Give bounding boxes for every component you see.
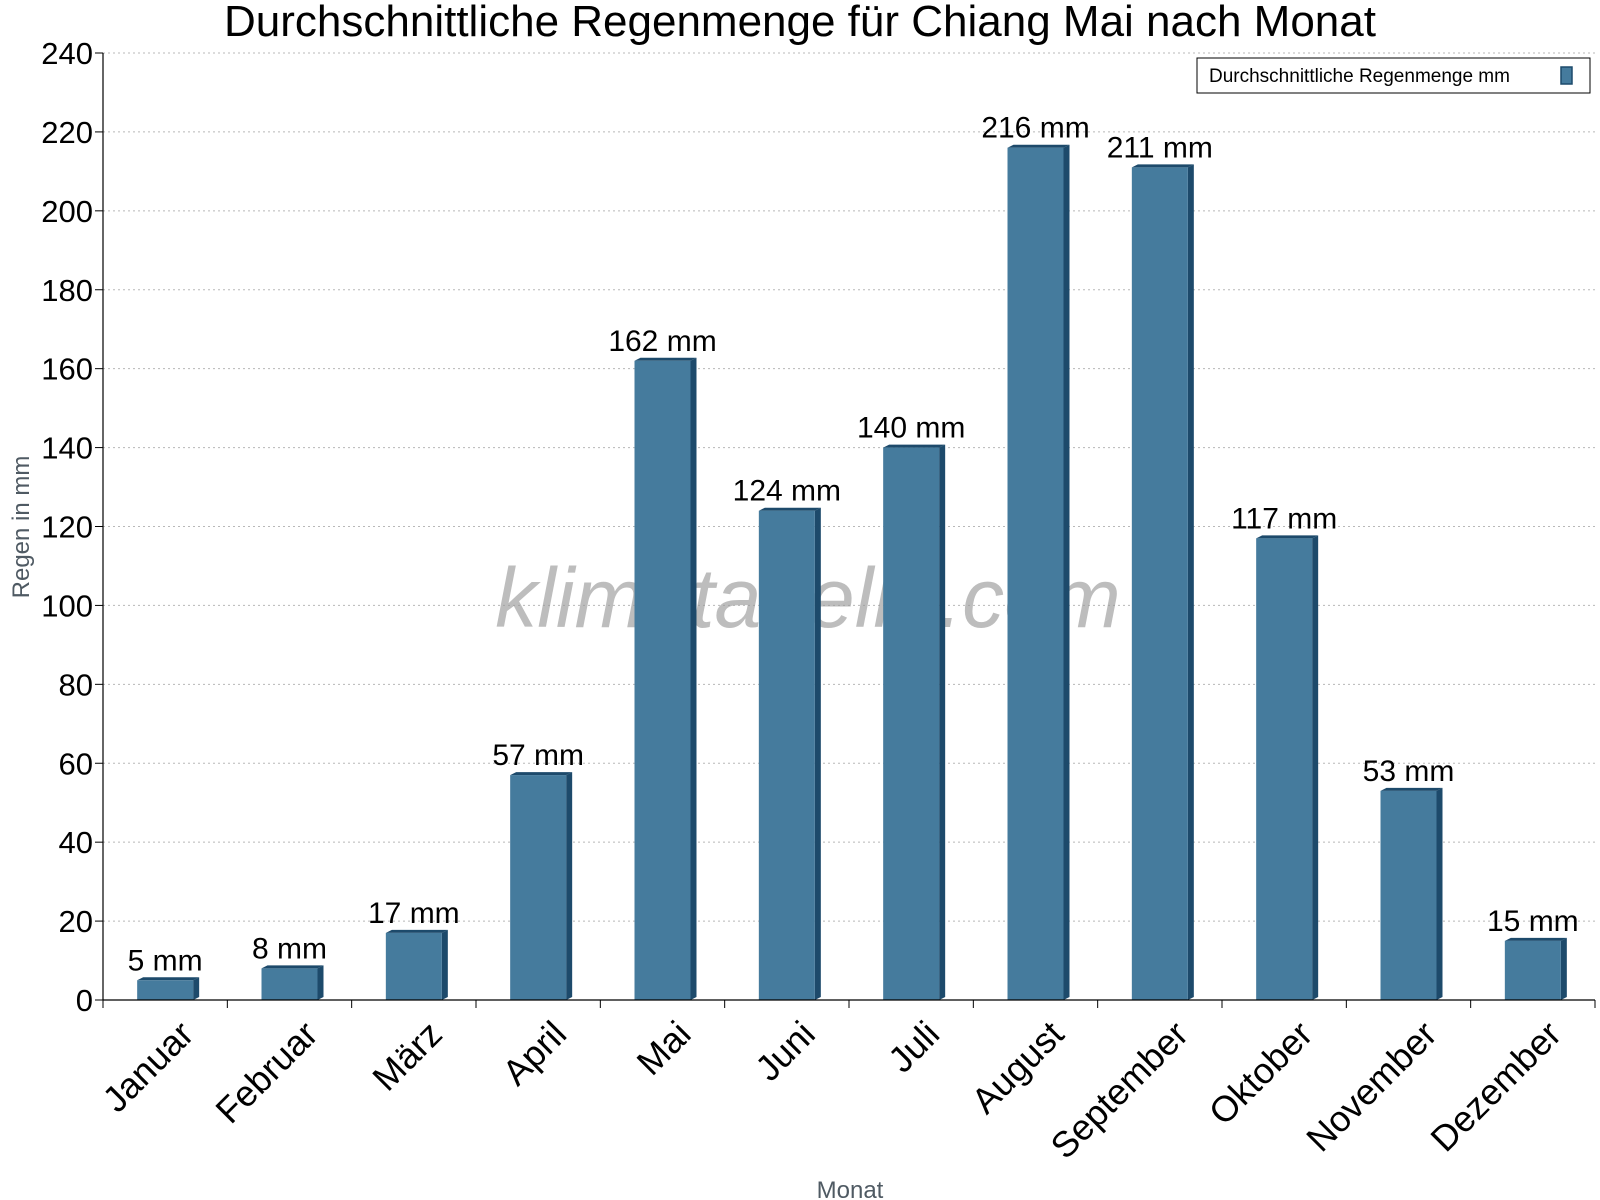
gridlines	[103, 52, 1595, 922]
bar-side	[1063, 144, 1070, 1000]
y-tick-label: 140	[41, 431, 93, 466]
data-label: 8 mm	[252, 932, 327, 965]
x-tick-label: März	[364, 1013, 450, 1099]
chart-title: Durchschnittliche Regenmenge für Chiang …	[224, 0, 1376, 46]
bar	[1256, 535, 1319, 1000]
bar-front	[137, 980, 194, 1000]
y-tick-label: 20	[59, 904, 93, 939]
bar-front	[261, 968, 318, 1000]
data-label: 211 mm	[1107, 131, 1213, 164]
x-tick-label: Mai	[629, 1013, 699, 1083]
bar	[1380, 787, 1443, 1000]
bars	[137, 144, 1567, 1000]
bar-side	[193, 977, 200, 1000]
bar-front	[1131, 167, 1188, 1000]
x-tick-label: Juni	[747, 1013, 823, 1089]
data-label: 162 mm	[608, 325, 716, 358]
y-tick-label: 60	[59, 746, 93, 781]
bar-front	[1007, 147, 1064, 1000]
y-ticks: 0 20 40 60 80 100 120 140 160 180 200 220 240	[41, 36, 103, 1018]
bar	[883, 444, 946, 1000]
bar-front	[758, 510, 815, 1000]
x-tick-label: Oktober	[1201, 1013, 1321, 1133]
legend-label: Durchschnittliche Regenmenge mm	[1209, 66, 1510, 87]
bar-front	[1380, 790, 1437, 1000]
bar-front	[385, 932, 442, 1000]
bar	[758, 507, 821, 1000]
bar-side	[1560, 937, 1567, 1000]
bar	[1131, 164, 1194, 1000]
bar	[1007, 144, 1070, 1000]
x-ticks: Januar Februar März April Mai Juni Juli AugustS…	[94, 1000, 1596, 1167]
y-tick-label: 120	[41, 510, 93, 545]
data-label: 216 mm	[981, 112, 1089, 145]
bar-side	[441, 929, 448, 1000]
bar-front	[510, 775, 567, 1000]
bar	[385, 929, 448, 1000]
bar-side	[690, 357, 697, 1000]
bar-front	[1504, 940, 1561, 1000]
data-label: 17 mm	[368, 897, 460, 930]
x-tick-label: April	[494, 1013, 574, 1093]
y-tick-label: 200	[41, 194, 93, 229]
x-tick-label: Dezember	[1422, 1013, 1568, 1159]
bar-side	[1312, 535, 1319, 1000]
data-label: 117 mm	[1231, 502, 1337, 535]
data-label: 15 mm	[1487, 905, 1579, 938]
data-label: 124 mm	[733, 475, 841, 508]
bar-top	[758, 507, 821, 511]
y-tick-label: 160	[41, 352, 93, 387]
bar-top	[1504, 937, 1567, 941]
x-tick-label: Januar	[94, 1013, 201, 1120]
bar-top	[1256, 535, 1319, 539]
data-labels: 5 mm 8 mm 17 mm 57 mm 162 mm 124 mm 140 mm 216 …	[128, 112, 1579, 978]
bar-top	[634, 357, 697, 361]
bar	[261, 965, 324, 1000]
bar	[137, 977, 200, 1000]
x-tick-label: Februar	[207, 1013, 325, 1131]
data-label: 57 mm	[492, 739, 584, 772]
bar-side	[939, 444, 946, 1000]
bar-side	[814, 507, 821, 1000]
bar-top	[883, 444, 946, 448]
y-tick-label: 100	[41, 588, 93, 623]
bar	[1504, 937, 1567, 1000]
x-tick-label: November	[1298, 1013, 1444, 1159]
bar-side	[1187, 164, 1194, 1000]
bar-top	[1131, 164, 1194, 168]
x-tick-label: August	[963, 1013, 1071, 1121]
bar-side	[1436, 787, 1443, 1000]
bar-front	[634, 360, 691, 1000]
data-label: 53 mm	[1363, 755, 1455, 788]
y-axis-label: Regen in mm	[8, 456, 35, 599]
bar-top	[137, 977, 200, 981]
bar-side	[566, 772, 573, 1000]
y-tick-label: 40	[59, 825, 93, 860]
bar	[510, 772, 573, 1000]
y-tick-label: 0	[76, 983, 93, 1018]
y-tick-label: 240	[41, 36, 93, 71]
bar-front	[883, 447, 940, 1000]
x-axis-label: Monat	[817, 1177, 884, 1200]
data-label: 140 mm	[857, 412, 965, 445]
legend-swatch	[1560, 66, 1573, 85]
y-tick-label: 180	[41, 273, 93, 308]
bar-top	[385, 929, 448, 933]
bar-side	[317, 965, 324, 1000]
bar-top	[1007, 144, 1070, 148]
bar-top	[1380, 787, 1443, 791]
bar-top	[510, 772, 573, 776]
legend-box	[1196, 57, 1591, 94]
y-tick-label: 220	[41, 115, 93, 150]
data-label: 5 mm	[128, 944, 203, 977]
x-tick-label: Juli	[880, 1013, 947, 1080]
bar-front	[1256, 538, 1313, 1000]
legend: Durchschnittliche Regenmenge mm	[1196, 57, 1591, 94]
bar	[634, 357, 697, 1000]
bar-top	[261, 965, 324, 969]
y-tick-label: 80	[59, 667, 93, 702]
